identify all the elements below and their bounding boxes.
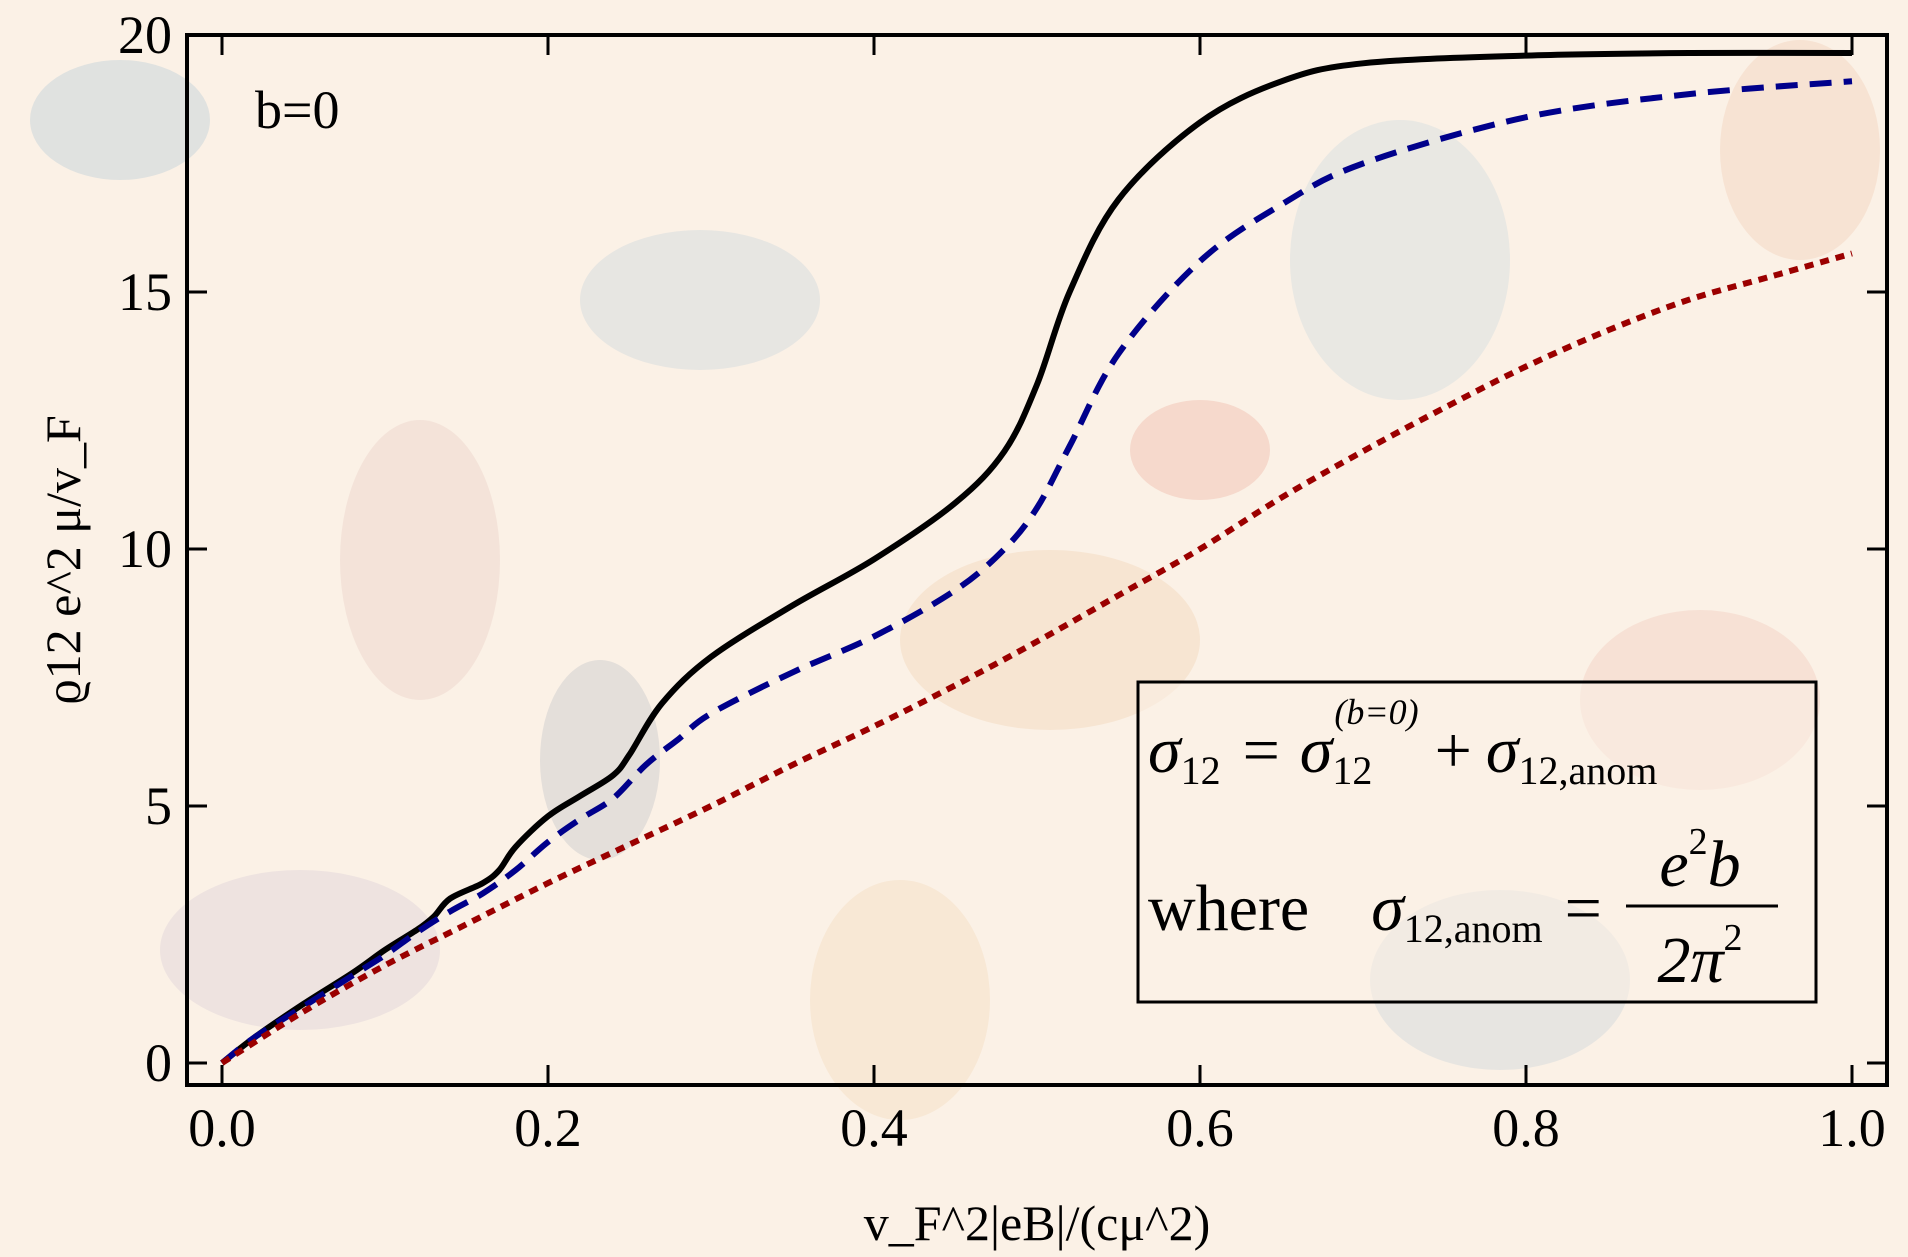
svg-text:2π2: 2π2 bbox=[1657, 917, 1742, 997]
svg-text:e2b: e2b bbox=[1659, 821, 1740, 901]
sigma-subscript: 12,anom bbox=[1518, 748, 1657, 793]
denominator-exponent: 2 bbox=[1724, 917, 1743, 959]
y-tick-label: 10 bbox=[118, 519, 172, 579]
sigma-symbol: σ bbox=[1486, 714, 1521, 787]
sigma-subscript: 12,anom bbox=[1404, 906, 1543, 951]
y-tick-label: 5 bbox=[145, 776, 172, 836]
series-line-dashed bbox=[220, 78, 1853, 1066]
equals-sign: = bbox=[1243, 714, 1280, 787]
fraction-numerator: e bbox=[1659, 828, 1688, 901]
numerator-exponent: 2 bbox=[1689, 821, 1708, 863]
numerator-tail: b bbox=[1708, 828, 1741, 901]
svg-text:σ12=σ12(b=0)+σ12,anom: σ12 = σ12(b=0)+ σ12,anom bbox=[1148, 692, 1657, 793]
sigma-symbol: σ bbox=[1300, 714, 1335, 787]
x-tick-label: 1.0 bbox=[1818, 1098, 1886, 1158]
y-tick-label: 15 bbox=[118, 262, 172, 322]
series-layer bbox=[220, 49, 1853, 1066]
series-line-dotted bbox=[220, 250, 1853, 1066]
annotation-label: b=0 bbox=[255, 80, 339, 140]
sigma-subscript: 12 bbox=[1181, 748, 1221, 793]
sigma-superscript: (b=0) bbox=[1334, 692, 1418, 732]
legend-box: σ12 = σ12(b=0)+ σ12,anom where σ12,anom = e2b… bbox=[1136, 680, 1818, 1004]
ticks-layer: 0.0 0.2 0.4 0.6 0.8 1.0 0 5 10 15 20 bbox=[118, 5, 1887, 1158]
equals-sign: = bbox=[1565, 872, 1602, 945]
x-tick-label: 0.8 bbox=[1492, 1098, 1560, 1158]
sigma-symbol: σ bbox=[1371, 872, 1406, 945]
sigma-symbol: σ bbox=[1148, 714, 1183, 787]
plus-sign: + bbox=[1435, 714, 1472, 787]
x-tick-label: 0.2 bbox=[514, 1098, 582, 1158]
x-tick-label: 0.6 bbox=[1166, 1098, 1234, 1158]
legend-frame bbox=[1136, 680, 1818, 1004]
fraction-denominator: 2π bbox=[1657, 924, 1725, 997]
plot-frame bbox=[185, 33, 1889, 1087]
x-axis-title: v_F^2|eB|/(cμ^2) bbox=[864, 1195, 1210, 1251]
x-tick-label: 0.0 bbox=[188, 1098, 256, 1158]
y-axis-title: ϱ12 e^2 μ/v_F bbox=[35, 415, 91, 705]
y-tick-label: 20 bbox=[118, 5, 172, 65]
y-tick-label: 0 bbox=[145, 1033, 172, 1093]
x-tick-label: 0.4 bbox=[840, 1098, 908, 1158]
sigma-subscript: 12 bbox=[1332, 748, 1372, 793]
where-label: where bbox=[1148, 872, 1309, 945]
